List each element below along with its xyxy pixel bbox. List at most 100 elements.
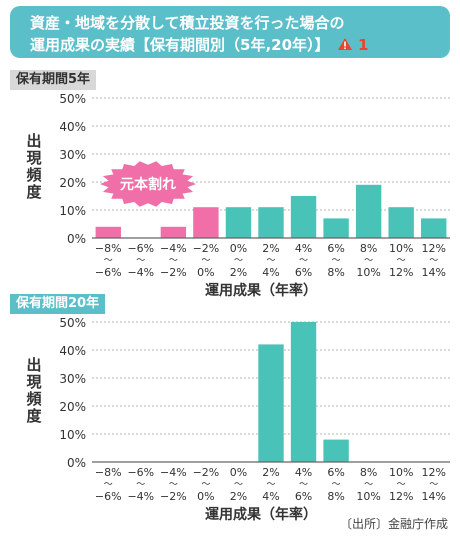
x-tick-label-bottom: 0% xyxy=(197,490,214,503)
x-tick-label-sep: 〜 xyxy=(332,480,341,490)
x-tick-label-top: 8% xyxy=(360,242,377,255)
x-tick-label-sep: 〜 xyxy=(234,480,243,490)
x-tick-label-sep: 〜 xyxy=(169,256,178,266)
warning-triangle-icon xyxy=(337,38,352,50)
period-5y-label: 保有期間5年 xyxy=(10,70,97,90)
x-tick-label-bottom: 6% xyxy=(295,266,312,279)
chart-20-year: 0%10%20%30%40%50%出現頻度−8%〜−6%−6%〜−4%−4%〜−… xyxy=(26,316,450,523)
x-tick-label-top: 10% xyxy=(389,242,413,255)
x-tick-label-bottom: 0% xyxy=(197,266,214,279)
x-tick-label-top: −6% xyxy=(127,242,154,255)
x-tick-label-top: 6% xyxy=(327,242,344,255)
x-tick-label-bottom: 8% xyxy=(327,266,344,279)
x-tick-label-top: −4% xyxy=(160,242,187,255)
bar xyxy=(355,184,382,238)
title-banner: 資産・地域を分散して積立投資を行った場合の 運用成果の実績【保有期間別（5年,2… xyxy=(10,6,450,58)
x-tick-label-top: 8% xyxy=(360,466,377,479)
x-tick-label-sep: 〜 xyxy=(234,256,243,266)
bar xyxy=(421,218,447,238)
y-axis-label-char: 現 xyxy=(26,149,41,167)
x-tick-label-top: 4% xyxy=(295,466,312,479)
x-tick-label-bottom: −2% xyxy=(160,490,187,503)
x-tick-label-bottom: 4% xyxy=(262,490,279,503)
note-number: 1 xyxy=(357,36,369,54)
bar xyxy=(193,207,219,238)
bar xyxy=(95,226,121,238)
x-tick-label-top: −6% xyxy=(127,466,154,479)
y-tick-label: 30% xyxy=(59,372,86,386)
title-line-1: 資産・地域を分散して積立投資を行った場合の xyxy=(30,14,345,32)
period-20y-label: 保有期間20年 xyxy=(10,294,106,314)
x-axis-label: 運用成果（年率） xyxy=(205,506,317,523)
y-tick-label: 40% xyxy=(59,344,86,358)
x-tick-label-top: −4% xyxy=(160,466,187,479)
bar xyxy=(323,439,349,462)
title-line-2-text: 運用成果の実績【保有期間別（5年,20年）】 xyxy=(30,36,330,54)
x-tick-label-top: 12% xyxy=(422,242,446,255)
x-tick-label-top: −8% xyxy=(95,242,122,255)
x-tick-label-sep: 〜 xyxy=(104,256,113,266)
x-tick-label-bottom: 10% xyxy=(356,266,380,279)
x-tick-label-sep: 〜 xyxy=(299,480,308,490)
x-tick-label-bottom: 6% xyxy=(295,490,312,503)
x-tick-label-top: 2% xyxy=(262,466,279,479)
x-tick-label-sep: 〜 xyxy=(201,256,210,266)
x-tick-label-top: 4% xyxy=(295,242,312,255)
y-tick-label: 20% xyxy=(59,400,86,414)
x-tick-label-top: −2% xyxy=(193,242,220,255)
bar xyxy=(290,322,317,462)
y-tick-label: 50% xyxy=(59,316,86,330)
y-axis-label-char: 度 xyxy=(26,407,42,425)
x-tick-label-sep: 〜 xyxy=(266,256,275,266)
title-line-2: 運用成果の実績【保有期間別（5年,20年）】 1 xyxy=(30,34,368,55)
x-tick-label-sep: 〜 xyxy=(332,256,341,266)
x-tick-label-bottom: 2% xyxy=(230,490,247,503)
chart-5-year: 0%10%20%30%40%50%出現頻度−8%〜−6%−6%〜−4%−4%〜−… xyxy=(26,92,450,299)
x-tick-label-top: 6% xyxy=(327,466,344,479)
x-tick-label-top: 0% xyxy=(230,242,247,255)
x-tick-label-top: 10% xyxy=(389,466,413,479)
x-tick-label-bottom: 10% xyxy=(356,490,380,503)
x-tick-label-sep: 〜 xyxy=(201,480,210,490)
x-tick-label-sep: 〜 xyxy=(266,480,275,490)
x-tick-label-sep: 〜 xyxy=(104,480,113,490)
y-tick-label: 20% xyxy=(59,176,86,190)
x-tick-label-bottom: −2% xyxy=(160,266,187,279)
x-tick-label-bottom: 2% xyxy=(230,266,247,279)
y-tick-label: 0% xyxy=(67,456,86,470)
y-tick-label: 30% xyxy=(59,148,86,162)
x-tick-label-bottom: −4% xyxy=(127,266,154,279)
x-tick-label-bottom: 12% xyxy=(389,490,413,503)
y-axis-label-char: 頻 xyxy=(26,166,41,184)
y-tick-label: 0% xyxy=(67,232,86,246)
y-tick-label: 50% xyxy=(59,92,86,106)
x-tick-label-bottom: −6% xyxy=(95,490,122,503)
x-tick-label-bottom: −6% xyxy=(95,266,122,279)
x-tick-label-bottom: 12% xyxy=(389,266,413,279)
y-axis-label-char: 出 xyxy=(26,132,41,150)
y-axis-label-char: 現 xyxy=(26,373,41,391)
bar xyxy=(388,207,414,238)
x-axis-label: 運用成果（年率） xyxy=(205,282,317,299)
bar xyxy=(160,226,187,238)
x-tick-label-sep: 〜 xyxy=(397,480,406,490)
x-tick-label-sep: 〜 xyxy=(397,256,406,266)
y-axis-label-char: 度 xyxy=(26,183,42,201)
x-tick-label-top: −8% xyxy=(95,466,122,479)
y-tick-label: 10% xyxy=(59,428,86,442)
x-tick-label-sep: 〜 xyxy=(299,256,308,266)
x-tick-label-sep: 〜 xyxy=(429,256,438,266)
x-tick-label-top: 12% xyxy=(422,466,446,479)
x-tick-label-top: 0% xyxy=(230,466,247,479)
bar xyxy=(258,207,284,238)
x-tick-label-sep: 〜 xyxy=(169,480,178,490)
y-tick-label: 10% xyxy=(59,204,86,218)
bar xyxy=(323,218,349,238)
loss-burst-shape xyxy=(100,161,196,207)
x-tick-label-bottom: 14% xyxy=(422,490,446,503)
x-tick-label-top: 2% xyxy=(262,242,279,255)
x-tick-label-sep: 〜 xyxy=(364,256,373,266)
loss-annotation: 元本割れ xyxy=(120,176,176,193)
x-tick-label-sep: 〜 xyxy=(136,256,145,266)
x-tick-label-sep: 〜 xyxy=(429,480,438,490)
